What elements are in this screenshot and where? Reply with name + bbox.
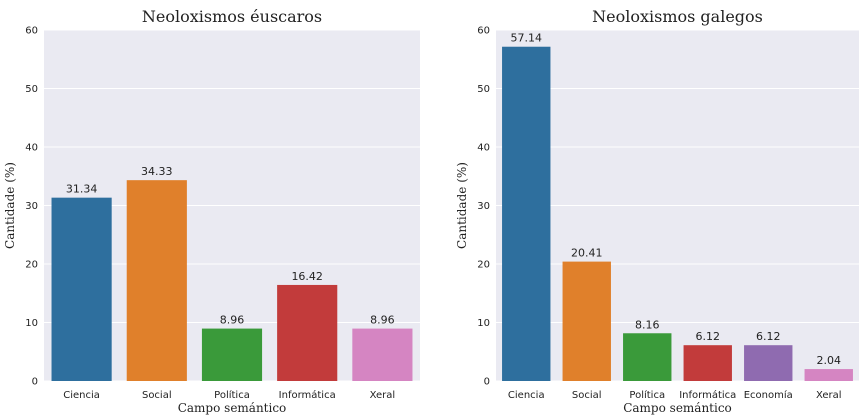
y-axis-label: Cantidade (%) bbox=[455, 162, 469, 249]
y-tick-label: 30 bbox=[25, 201, 38, 212]
x-tick-label: Xeral bbox=[370, 390, 396, 401]
x-axis-label: Campo semántico bbox=[178, 401, 287, 415]
y-tick-label: 40 bbox=[477, 143, 490, 154]
data-label: 6.12 bbox=[696, 330, 721, 343]
x-tick-label: Social bbox=[142, 390, 172, 401]
x-tick-label: Informática bbox=[279, 389, 336, 401]
y-tick-label: 30 bbox=[477, 201, 490, 212]
y-tick-label: 60 bbox=[25, 26, 38, 37]
data-label: 57.14 bbox=[511, 32, 543, 45]
x-tick-label: Social bbox=[572, 390, 602, 401]
bar-social bbox=[562, 261, 611, 381]
data-label: 8.16 bbox=[635, 318, 660, 331]
bar-informática bbox=[277, 284, 338, 381]
chart-galician-svg: 0 10 20 30 40 50 60 57.14 Ciencia 20.41 Social 8.16… bbox=[455, 7, 859, 415]
y-tick-label: 0 bbox=[32, 377, 38, 388]
data-label: 8.96 bbox=[220, 314, 245, 327]
data-label: 2.04 bbox=[817, 354, 842, 367]
data-label: 34.33 bbox=[141, 165, 173, 178]
x-tick-label: Informática bbox=[679, 389, 736, 401]
bar-economía bbox=[744, 345, 793, 381]
chart-euskara-svg: 0 10 20 30 40 50 60 31.34 Ciencia 34.33 Social 8.96… bbox=[3, 7, 420, 415]
data-label: 20.41 bbox=[571, 247, 603, 260]
chart-title: Neoloxismos éuscaros bbox=[142, 7, 322, 26]
bar-ciencia bbox=[51, 197, 112, 381]
y-tick-label: 20 bbox=[25, 260, 38, 271]
data-label: 8.96 bbox=[370, 314, 395, 327]
x-tick-label: Política bbox=[214, 389, 250, 401]
x-axis-label: Campo semántico bbox=[623, 401, 732, 415]
data-label: 31.34 bbox=[66, 183, 98, 196]
y-tick-label: 20 bbox=[477, 260, 490, 271]
bar-informática bbox=[683, 345, 732, 381]
y-axis-label: Cantidade (%) bbox=[3, 162, 17, 249]
bar-política bbox=[623, 333, 672, 381]
x-tick-label: Ciencia bbox=[63, 390, 100, 401]
y-tick-label: 10 bbox=[25, 318, 38, 329]
y-tick-label: 50 bbox=[477, 84, 490, 95]
y-tick-label: 50 bbox=[25, 84, 38, 95]
bar-política bbox=[201, 328, 263, 381]
data-label: 6.12 bbox=[756, 330, 781, 343]
bar-xeral bbox=[804, 369, 853, 381]
y-tick-label: 60 bbox=[477, 26, 490, 37]
chart-title: Neoloxismos galegos bbox=[592, 7, 763, 26]
y-tick-label: 40 bbox=[25, 143, 38, 154]
bar-ciencia bbox=[502, 46, 551, 382]
y-tick-label: 0 bbox=[484, 377, 490, 388]
bar-social bbox=[126, 180, 187, 381]
y-tick-label: 10 bbox=[477, 318, 490, 329]
chart-galician: 0 10 20 30 40 50 60 57.14 Ciencia 20.41 Social 8.16… bbox=[430, 0, 859, 415]
x-tick-label: Política bbox=[629, 389, 665, 401]
x-tick-label: Xeral bbox=[816, 390, 842, 401]
x-tick-label: Ciencia bbox=[508, 390, 545, 401]
bar-xeral bbox=[352, 328, 413, 381]
data-label: 16.42 bbox=[291, 270, 323, 283]
chart-euskara: 0 10 20 30 40 50 60 31.34 Ciencia 34.33 Social 8.96… bbox=[3, 7, 420, 415]
x-tick-label: Economía bbox=[744, 389, 793, 401]
